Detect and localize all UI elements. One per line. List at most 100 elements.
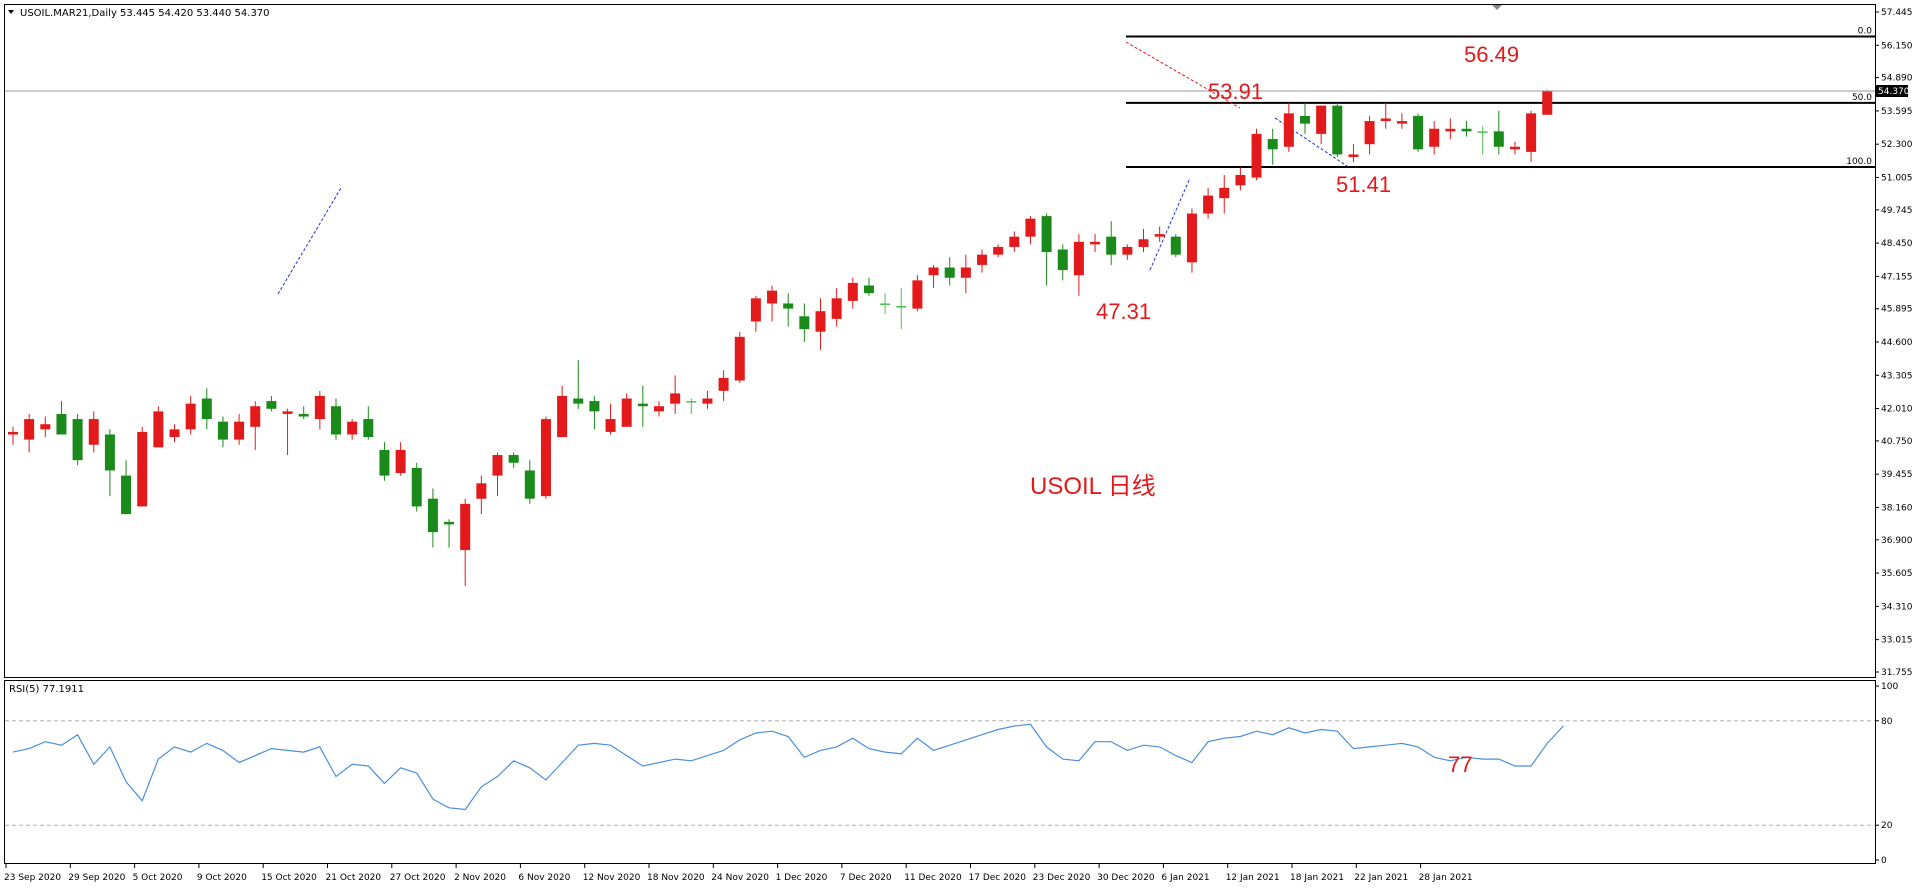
candle-body <box>121 475 132 515</box>
date-tick-label: 1 Dec 2020 <box>776 873 828 883</box>
candle <box>1057 244 1068 281</box>
candle-body <box>847 282 858 301</box>
candle-body <box>72 419 83 461</box>
candle-body <box>686 401 697 403</box>
candle <box>557 385 568 438</box>
candle-body <box>1300 115 1310 124</box>
candle-body <box>1509 146 1520 150</box>
candle-body <box>1477 131 1488 133</box>
center-chart-label: USOIL 日线 <box>1030 473 1156 500</box>
candle-body <box>266 401 277 409</box>
candle <box>670 375 681 414</box>
price-tick-label: 42.010 <box>1881 405 1913 415</box>
date-tick-label: 23 Dec 2020 <box>1033 873 1091 883</box>
candle <box>686 398 697 414</box>
candle <box>1300 103 1310 134</box>
price-tick-label: 49.745 <box>1881 206 1913 216</box>
candle-body <box>1348 154 1359 158</box>
candle-body <box>1493 131 1504 147</box>
candle <box>201 388 212 430</box>
price-tick-label: 56.150 <box>1881 41 1913 51</box>
candle <box>896 288 907 330</box>
candle-body <box>896 306 907 308</box>
candle <box>1526 110 1537 163</box>
date-tick-label: 30 Dec 2020 <box>1097 873 1155 883</box>
collapse-triangle-icon[interactable] <box>8 10 14 14</box>
candle-body <box>282 411 293 414</box>
candle <box>912 275 923 312</box>
candle <box>750 295 761 332</box>
candle-body <box>508 455 519 463</box>
date-tick-label: 12 Jan 2021 <box>1226 873 1280 883</box>
candle <box>621 393 632 427</box>
candle <box>185 395 196 435</box>
candle <box>799 303 810 342</box>
rsi-tick-label: 20 <box>1881 821 1893 831</box>
candle-body <box>56 413 67 435</box>
price-tick-label: 45.895 <box>1881 305 1913 315</box>
candle-body <box>427 498 438 533</box>
candle-body <box>944 267 955 278</box>
candle <box>266 395 277 412</box>
candle <box>137 426 148 507</box>
price-tick-label: 51.005 <box>1881 173 1913 183</box>
candle-body <box>8 431 18 435</box>
candle-body <box>1106 236 1117 255</box>
rsi-series <box>12 723 1564 811</box>
current-price-label: 54.370 <box>1878 87 1910 97</box>
candle-body <box>557 395 568 438</box>
candle-body <box>185 403 196 430</box>
candle <box>347 419 358 440</box>
candle <box>1461 121 1472 137</box>
candle-body <box>637 403 648 407</box>
candle <box>411 462 422 512</box>
candle <box>153 406 164 448</box>
candle-body <box>1073 241 1084 276</box>
candle <box>508 452 519 468</box>
date-tick-label: 15 Oct 2020 <box>261 873 317 883</box>
candle <box>1106 221 1117 265</box>
candle <box>56 401 67 435</box>
candle <box>977 249 987 273</box>
price-tick-label: 40.750 <box>1881 437 1913 447</box>
candle-body <box>314 395 325 420</box>
candle-body <box>750 298 761 322</box>
candle <box>847 277 858 309</box>
candle-body <box>1396 121 1407 124</box>
candle-body <box>1364 121 1375 145</box>
candle <box>960 254 971 294</box>
date-tick-label: 18 Nov 2020 <box>647 873 705 883</box>
fib-level-label: 100.0 <box>1846 157 1872 167</box>
candle-body <box>1332 105 1343 155</box>
price-tick-label: 31.755 <box>1881 668 1913 678</box>
candle <box>1380 103 1391 129</box>
candle-body <box>1267 139 1278 150</box>
candle <box>121 460 132 515</box>
candle-body <box>363 419 374 438</box>
candle <box>1073 234 1084 296</box>
date-tick-label: 6 Jan 2021 <box>1161 873 1209 883</box>
candle-body <box>1429 128 1440 147</box>
candle <box>944 257 955 286</box>
candle-body <box>767 290 778 304</box>
price-tick-label: 38.160 <box>1881 503 1913 513</box>
candle-body <box>460 503 471 551</box>
candle <box>314 390 325 430</box>
price-tick-label: 44.600 <box>1881 338 1913 348</box>
date-tick-label: 2 Nov 2020 <box>454 873 506 883</box>
candle-body <box>1186 213 1197 263</box>
axes: 57.445 56.150 54.890 53.595 52.300 51.005 49.7… <box>4 8 1913 883</box>
fib-level-label: 50.0 <box>1852 93 1872 103</box>
candle-body <box>1009 236 1020 247</box>
candle-body <box>137 431 148 507</box>
price-tick-label: 52.300 <box>1881 140 1913 150</box>
date-tick-label: 5 Oct 2020 <box>133 873 183 883</box>
candle <box>331 398 341 440</box>
date-tick-label: 12 Nov 2020 <box>583 873 641 883</box>
main-panel-frame <box>4 4 1876 678</box>
candle-body <box>621 398 632 427</box>
candle <box>8 426 18 445</box>
candle-body <box>960 267 971 278</box>
rsi-tick-label: 80 <box>1881 717 1893 727</box>
shift-marker-icon[interactable] <box>1492 5 1502 10</box>
